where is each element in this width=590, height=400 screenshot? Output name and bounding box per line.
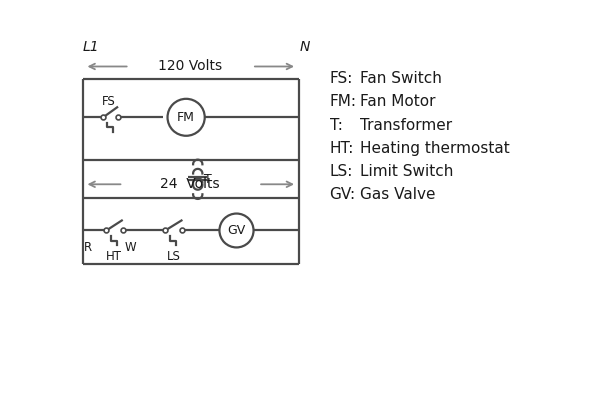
Text: GV: GV bbox=[227, 224, 245, 237]
Text: 24  Volts: 24 Volts bbox=[160, 177, 220, 191]
Text: T:: T: bbox=[329, 118, 342, 132]
Text: Fan Motor: Fan Motor bbox=[360, 94, 436, 110]
Text: R: R bbox=[84, 241, 92, 254]
Text: GV:: GV: bbox=[329, 187, 356, 202]
Text: Limit Switch: Limit Switch bbox=[360, 164, 454, 179]
Text: LS: LS bbox=[167, 250, 181, 263]
Text: N: N bbox=[300, 40, 310, 54]
Text: Heating thermostat: Heating thermostat bbox=[360, 141, 510, 156]
Text: Transformer: Transformer bbox=[360, 118, 453, 132]
Text: L1: L1 bbox=[83, 40, 100, 54]
Text: HT: HT bbox=[106, 250, 122, 263]
Text: FM: FM bbox=[177, 111, 195, 124]
Text: HT:: HT: bbox=[329, 141, 354, 156]
Text: FS: FS bbox=[101, 95, 116, 108]
Text: 120 Volts: 120 Volts bbox=[158, 60, 222, 74]
Text: Fan Switch: Fan Switch bbox=[360, 71, 442, 86]
Text: T: T bbox=[204, 173, 212, 186]
Text: W: W bbox=[124, 241, 136, 254]
Text: Gas Valve: Gas Valve bbox=[360, 187, 436, 202]
Text: FS:: FS: bbox=[329, 71, 353, 86]
Text: FM:: FM: bbox=[329, 94, 356, 110]
Text: LS:: LS: bbox=[329, 164, 353, 179]
